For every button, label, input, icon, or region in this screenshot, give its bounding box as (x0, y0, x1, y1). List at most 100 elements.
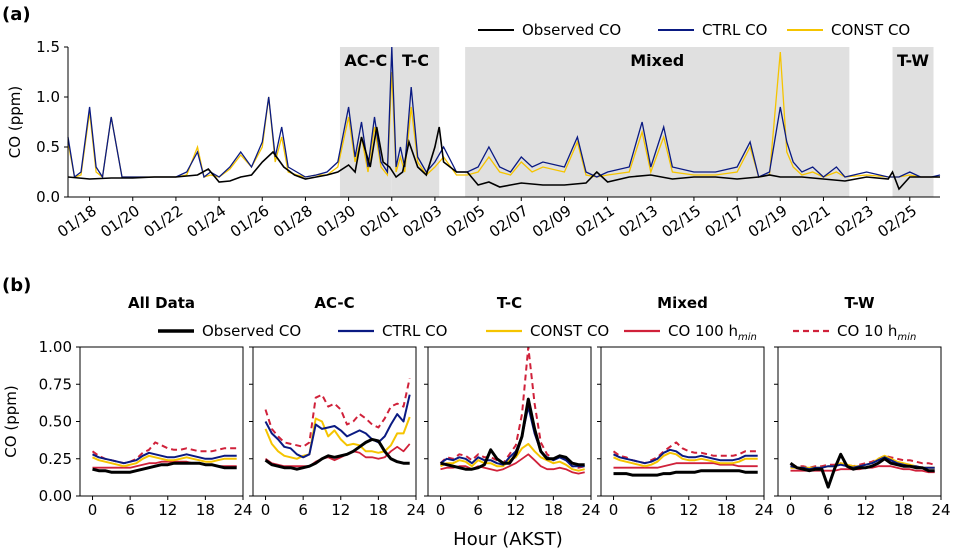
x-tick-label-a: 01/18 (54, 202, 100, 242)
subplot-title: AC-C (314, 294, 354, 312)
series-line-ctrl (92, 451, 237, 465)
y-tick-label-b: 0.75 (39, 375, 72, 393)
panel-a: (a) AC-C T-C Mixed T-W 0.0 0.5 1.0 1.5 01/1801/20… (2, 4, 941, 242)
x-tick-label-b: 6 (646, 501, 656, 519)
series-line-co10 (790, 454, 935, 469)
y-tick-label-a: 1.5 (36, 38, 60, 56)
x-tick-label-b: 0 (88, 501, 98, 519)
x-tick-label-b: 12 (679, 501, 698, 519)
x-tick-label-a: 02/03 (399, 202, 445, 242)
panel-label-b: (b) (2, 275, 31, 296)
series-line-co10 (91, 441, 237, 465)
x-tick-label-a: 02/17 (702, 202, 748, 242)
series-line-co100 (440, 453, 585, 475)
series-line-co10 (439, 347, 585, 469)
x-tick-label-a: 02/07 (486, 202, 532, 242)
x-tick-label-a: 02/09 (529, 202, 575, 242)
region-shade-0 (339, 47, 392, 197)
x-tick-label-a: 02/21 (788, 202, 834, 242)
series-line-ctrl (264, 394, 411, 459)
subplot-4: T-W 0 6 12 18 24 (774, 294, 951, 519)
legend-label-sub: min (897, 332, 916, 343)
x-tick-label-b: 24 (581, 501, 600, 519)
legend-label-co10: CO 10 hmin (837, 322, 916, 343)
x-tick-label-b: 6 (298, 501, 308, 519)
y-tick-label-a: 0.5 (36, 138, 60, 156)
legend-label-main: CTRL CO (382, 322, 447, 340)
subplot-frame (79, 346, 244, 497)
legend-label-ctrl: CTRL CO (382, 322, 447, 340)
y-tick-label-b: 0.25 (39, 450, 72, 468)
subplot-0: All Data 0 6 12 18 24 0.00 0.25 0.50 0.75 1.00 (39, 294, 253, 519)
series-line-const (92, 454, 237, 468)
subplot-title: T-C (497, 294, 522, 312)
x-axis-title-b: Hour (AKST) (453, 529, 563, 550)
x-tick-label-a: 01/20 (97, 202, 143, 242)
x-tick-label-a: 02/23 (831, 202, 877, 242)
y-axis-title-b: CO (ppm) (2, 385, 20, 457)
subplot-lines (439, 347, 585, 475)
x-tick-label-a: 01/22 (140, 202, 186, 242)
legend-label-co100: CO 100 hmin (668, 322, 757, 343)
x-tick-label-b: 6 (473, 501, 483, 519)
x-tick-label-a: 02/19 (745, 202, 791, 242)
subplot-title: All Data (128, 294, 195, 312)
subplot-title: T-W (844, 294, 875, 312)
series-line-observed (789, 452, 935, 489)
region-label: T-W (897, 51, 929, 70)
x-tick-label-b: 18 (369, 501, 388, 519)
x-tick-label-b: 24 (233, 501, 252, 519)
legend-label-main: Observed CO (202, 322, 301, 340)
series-line-ctrl (439, 405, 585, 468)
x-tick-label-b: 6 (823, 501, 833, 519)
region-label: AC-C (344, 51, 387, 70)
legend-label-main: CO 10 h (837, 322, 897, 340)
series-line-ctrl (613, 448, 758, 465)
x-tick-label-b: 12 (158, 501, 177, 519)
x-tick-label-b: 18 (544, 501, 563, 519)
x-tick-label-a: 02/13 (615, 202, 661, 242)
series-line-observed (613, 469, 758, 477)
y-tick-label-b: 0.00 (39, 487, 72, 505)
x-tick-label-a: 01/30 (313, 202, 359, 242)
subplot-frame (427, 346, 592, 497)
y-tick-label-b: 1.00 (39, 338, 72, 356)
series-line-observed (67, 126, 940, 191)
legend-label-observed: Observed CO (522, 21, 621, 39)
x-tick-label-b: 18 (196, 501, 215, 519)
x-tick-label-a: 01/26 (227, 202, 273, 242)
subplot-title: Mixed (657, 294, 708, 312)
x-tick-label-b: 12 (856, 501, 875, 519)
x-tick-label-a: 01/24 (184, 202, 230, 242)
x-tick-label-b: 0 (786, 501, 796, 519)
region-shade-1 (391, 47, 440, 197)
subplot-lines (264, 378, 411, 471)
series-line-observed (440, 397, 585, 471)
series-line-const (613, 451, 758, 468)
legend-label-const: CONST CO (831, 21, 910, 39)
x-tick-label-a: 01/28 (270, 202, 316, 242)
x-tick-label-a: 02/25 (874, 202, 920, 242)
legend-label-main: CO 100 h (668, 322, 738, 340)
series-line-observed (92, 461, 237, 474)
x-tick-label-b: 0 (261, 501, 271, 519)
series-line-observed (264, 437, 410, 471)
subplot-3: Mixed 0 6 12 18 24 (597, 294, 774, 519)
x-tick-label-a: 02/11 (572, 202, 618, 242)
region-shade-3 (892, 47, 934, 197)
y-tick-label-a: 1.0 (36, 88, 60, 106)
x-tick-label-b: 18 (717, 501, 736, 519)
subplot-2: T-C 0 6 12 18 24 (424, 294, 601, 519)
series-line-const (264, 416, 411, 460)
series-line-co100 (613, 462, 758, 469)
y-tick-label-a: 0.0 (36, 188, 60, 206)
x-tick-label-a: 02/15 (658, 202, 704, 242)
x-tick-label-b: 24 (754, 501, 773, 519)
x-tick-label-b: 24 (406, 501, 425, 519)
subplot-lines (612, 441, 758, 477)
subplot-lines (91, 441, 237, 474)
y-axis-title-a: CO (ppm) (6, 86, 24, 158)
x-tick-label-b: 0 (436, 501, 446, 519)
